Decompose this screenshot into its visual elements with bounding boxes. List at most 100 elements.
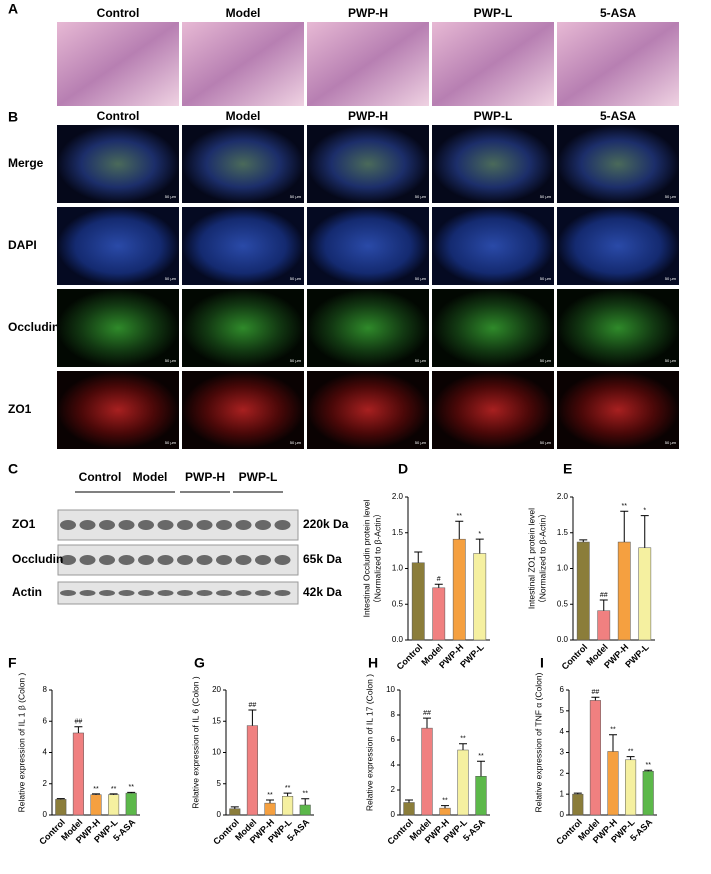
error-bar [626, 756, 635, 760]
bar [597, 610, 611, 641]
significance: # [437, 576, 441, 583]
band [138, 590, 154, 596]
micrograph [307, 22, 429, 106]
y-tick-label: 0 [391, 810, 396, 819]
y-tick-label: 1 [560, 789, 565, 798]
significance: * [643, 507, 646, 514]
micrograph [557, 125, 679, 203]
error-bar [459, 743, 467, 750]
band [177, 590, 193, 596]
group-label: PWP-L [239, 470, 278, 484]
band [60, 520, 76, 530]
significance: ** [610, 727, 616, 734]
y-tick-label: 0 [560, 810, 565, 819]
error-bar [283, 792, 292, 797]
significance: ** [93, 786, 99, 793]
bar [457, 749, 469, 816]
significance: ** [128, 784, 134, 791]
error-bar [74, 726, 83, 733]
protein-label: ZO1 [12, 517, 36, 531]
band [99, 590, 115, 596]
y-tick-label: 0.0 [392, 635, 404, 644]
micrograph [557, 289, 679, 367]
scale-bar: 50 μm [665, 440, 677, 445]
y-tick-label: 1.5 [557, 528, 569, 537]
band [255, 555, 271, 565]
bar [125, 792, 137, 816]
y-tick-label: 0.5 [392, 599, 404, 608]
y-axis-label: Intestinal ZO1 protein level [526, 508, 536, 609]
column-label: Control [97, 109, 140, 123]
bar [411, 562, 425, 641]
y-tick-label: 8 [43, 685, 48, 694]
significance: ** [628, 749, 634, 756]
band [79, 590, 96, 596]
error-bar [248, 709, 257, 726]
bar [72, 732, 84, 816]
panel-letter: F [8, 655, 17, 671]
error-bar [620, 510, 629, 543]
y-tick-label: 8 [391, 710, 396, 719]
band [60, 590, 76, 596]
column-label: PWP-L [474, 6, 513, 20]
size-label: 42k Da [303, 585, 342, 599]
scale-bar: 50 μm [540, 440, 552, 445]
scale-bar: 50 μm [415, 194, 427, 199]
significance: ** [111, 786, 117, 793]
band [216, 590, 232, 596]
column-label: Model [226, 109, 261, 123]
band [157, 590, 174, 596]
micrograph [57, 371, 179, 449]
bar [282, 796, 294, 816]
column-label: PWP-L [474, 109, 513, 123]
scale-bar: 50 μm [165, 358, 177, 363]
micrograph [182, 22, 304, 106]
micrograph [57, 22, 179, 106]
significance: ## [249, 702, 257, 709]
y-tick-label: 6 [560, 685, 565, 694]
error-bar [599, 599, 608, 611]
band [255, 520, 271, 530]
band [274, 590, 291, 596]
scale-bar: 50 μm [415, 276, 427, 281]
scale-bar: 50 μm [290, 276, 302, 281]
significance: ## [423, 710, 431, 717]
error-bar [609, 734, 617, 752]
y-tick-label: 4 [560, 727, 565, 736]
row-label: DAPI [8, 238, 37, 252]
group-label: Control [79, 470, 122, 484]
significance: ** [457, 513, 463, 520]
x-tick-label: Control [395, 642, 425, 672]
y-tick-label: 5 [217, 779, 222, 788]
significance: ** [267, 792, 273, 799]
column-label: PWP-H [348, 109, 388, 123]
band [216, 555, 232, 565]
bar [403, 802, 415, 816]
error-bar [230, 806, 239, 809]
y-tick-label: 2.0 [392, 492, 404, 501]
y-axis-label: Relative expression of TNF α (Colon) [533, 672, 543, 812]
y-tick-label: 1.0 [557, 564, 569, 573]
error-bar [455, 520, 464, 540]
micrograph [307, 125, 429, 203]
y-tick-label: 0 [43, 810, 48, 819]
size-label: 220k Da [303, 517, 349, 531]
bar [589, 700, 601, 816]
column-label: Control [97, 6, 140, 20]
band [118, 590, 135, 596]
band [235, 520, 252, 530]
micrograph [182, 125, 304, 203]
micrograph [432, 207, 554, 285]
bar [299, 804, 311, 816]
bar [108, 794, 120, 816]
micrograph [57, 289, 179, 367]
micrograph [557, 207, 679, 285]
error-bar [127, 791, 136, 794]
error-bar [573, 792, 582, 795]
band [157, 555, 174, 565]
x-tick-label: PWP-L [623, 642, 651, 670]
panel-letter: B [8, 109, 18, 125]
bar [607, 751, 619, 816]
bar [421, 727, 433, 816]
